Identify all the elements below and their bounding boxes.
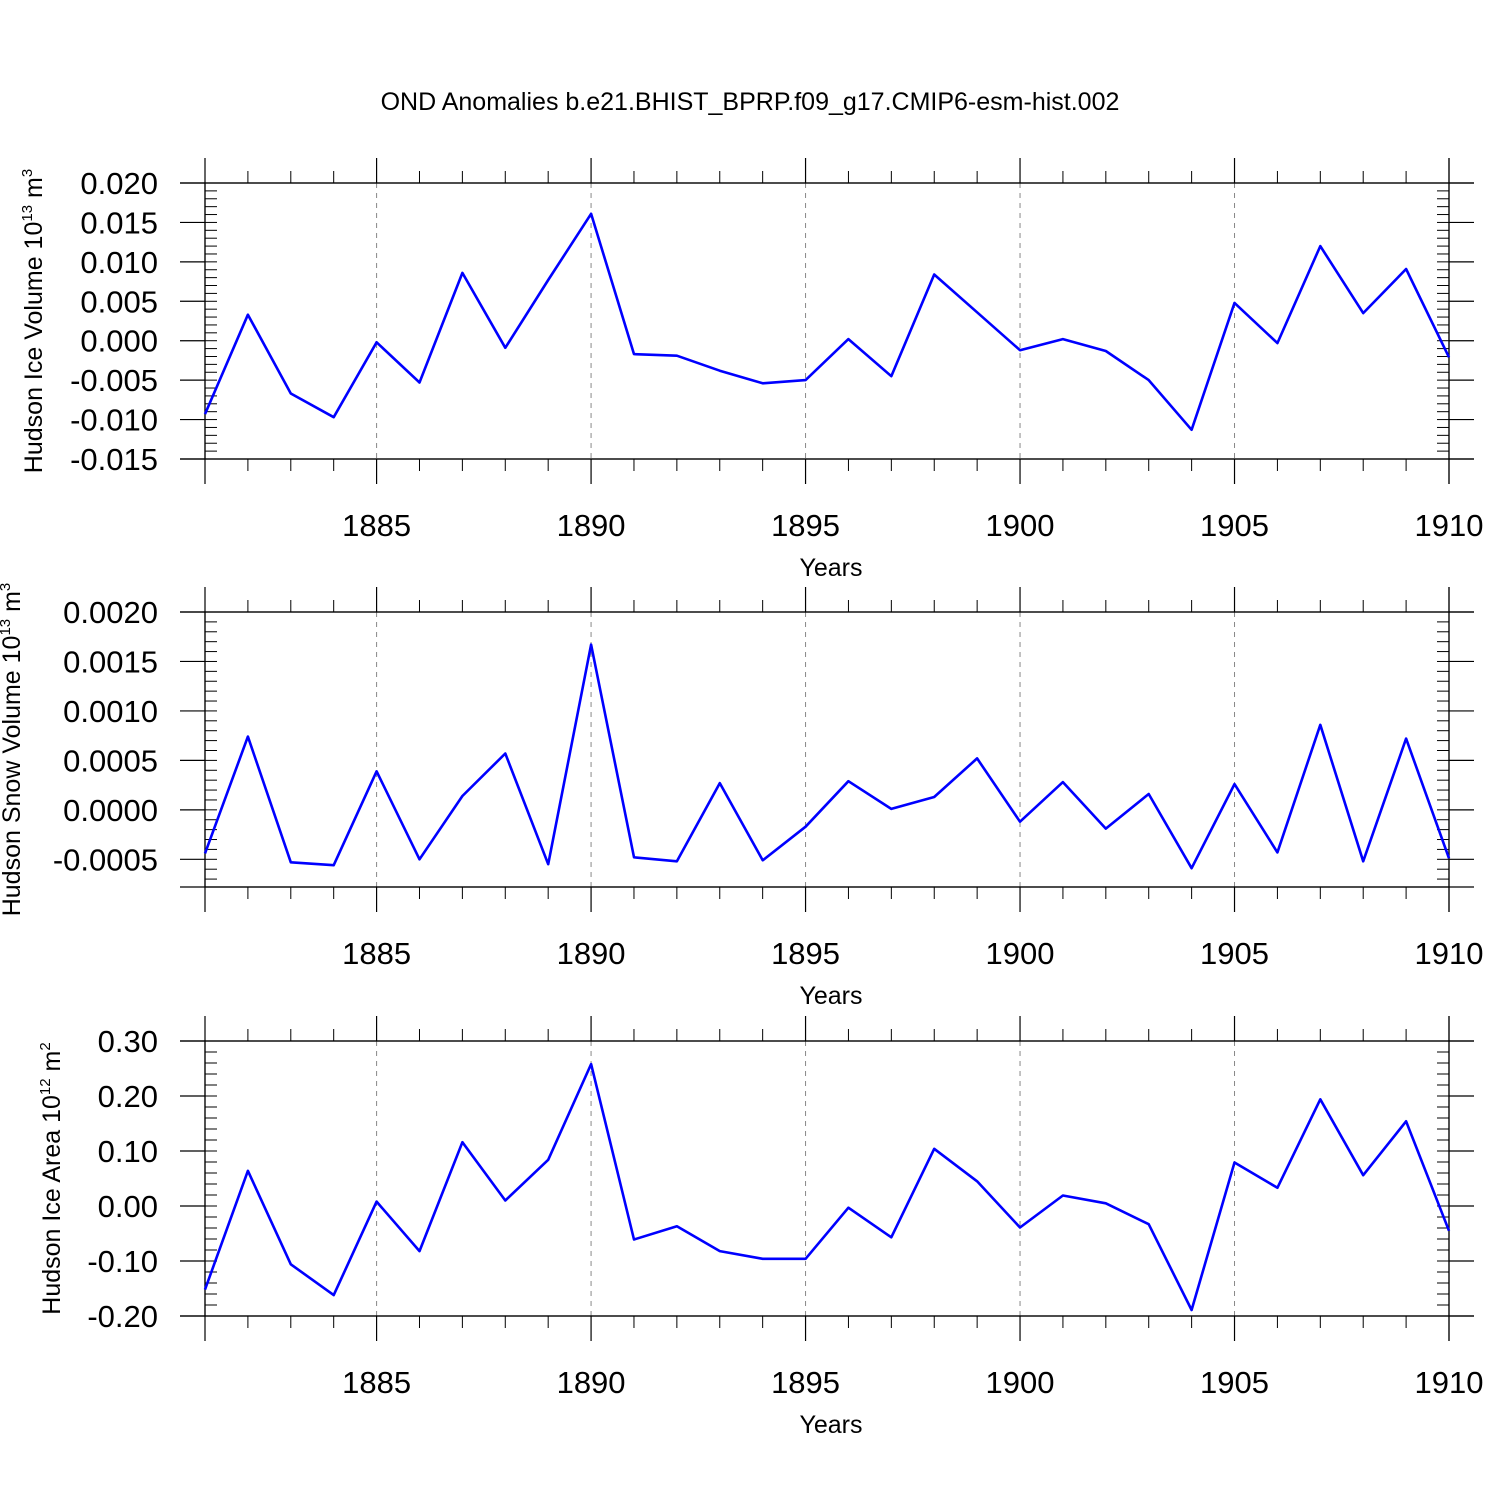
y-tick-label: 0.0020 (63, 595, 158, 630)
series-line-hudson-snow-volume (203, 643, 1451, 870)
y-tick-label: 0.015 (80, 205, 158, 240)
y-axis-label-text: Hudson Ice Volume 10 (20, 222, 48, 474)
y-tick-label: -0.015 (70, 442, 158, 477)
y-tick-label: 0.20 (98, 1079, 158, 1114)
x-tick-label: 1910 (1415, 936, 1484, 971)
y-tick-label: 0.0015 (63, 644, 158, 679)
y-axis-label-unit: m (38, 1051, 66, 1079)
x-tick-label: 1895 (771, 508, 840, 543)
y-tick-label: -0.005 (70, 363, 158, 398)
x-tick-label: 1900 (986, 508, 1055, 543)
series-line-hudson-ice-area (203, 1062, 1451, 1312)
y-axis-label-unit-exponent: 3 (19, 169, 36, 177)
y-tick-label: -0.010 (70, 403, 158, 438)
x-tick-label: 1900 (986, 936, 1055, 971)
y-tick-label: 0.30 (98, 1024, 158, 1059)
y-axis-label-unit-exponent: 2 (37, 1042, 54, 1050)
x-tick-label: 1885 (342, 936, 411, 971)
y-axis-label-unit: m (0, 591, 26, 619)
y-tick-label: 0.0005 (63, 743, 158, 778)
y-axis-label: Hudson Snow Volume 1013 m3 (0, 583, 26, 917)
series-line-hudson-ice-volume (203, 212, 1451, 432)
y-tick-label: -0.0005 (53, 842, 158, 877)
plot-frame (204, 611, 1450, 888)
x-axis-label: Years (799, 1411, 862, 1439)
y-axis-label: Hudson Ice Volume 1013 m3 (19, 169, 48, 473)
x-tick-label: 1910 (1415, 508, 1484, 543)
panel-1: -0.015 -0.010 -0.005 0.000 0.005 0.010 0.015 0.… (19, 158, 1483, 582)
y-tick-label: 0.0000 (63, 793, 158, 828)
y-axis-label-exponent: 13 (19, 205, 36, 222)
x-tick-label: 1900 (986, 1365, 1055, 1400)
y-tick-label: -0.10 (87, 1244, 158, 1279)
x-tick-label: 1890 (557, 508, 626, 543)
y-axis-label-exponent: 13 (0, 619, 14, 636)
y-axis-label-text: Hudson Ice Area 10 (38, 1095, 66, 1315)
panels: -0.015 -0.010 -0.005 0.000 0.005 0.010 0.015 0.… (0, 158, 1483, 1439)
x-tick-label: 1890 (557, 1365, 626, 1400)
chart-title: OND Anomalies b.e21.BHIST_BPRP.f09_g17.C… (381, 88, 1120, 116)
y-axis-label-unit: m (20, 177, 48, 205)
y-tick-label: 0.010 (80, 245, 158, 280)
y-tick-label: 0.020 (80, 166, 158, 201)
y-tick-label: -0.20 (87, 1299, 158, 1334)
y-axis-label-exponent: 12 (37, 1078, 54, 1095)
panel-2: -0.0005 0.0000 0.0005 0.0010 0.0015 0.0020 188… (0, 583, 1483, 1010)
x-axis-label: Years (799, 982, 862, 1010)
y-tick-label: 0.000 (80, 324, 158, 359)
panel-3: -0.20 -0.10 0.00 0.10 0.20 0.30 1885 1890 1895 19… (37, 1016, 1483, 1439)
x-tick-label: 1905 (1200, 1365, 1269, 1400)
y-axis-label-text: Hudson Snow Volume 10 (0, 636, 26, 917)
x-tick-label: 1890 (557, 936, 626, 971)
y-tick-label: 0.00 (98, 1189, 158, 1224)
y-axis-label-unit-exponent: 3 (0, 583, 14, 591)
y-axis-label: Hudson Ice Area 1012 m2 (37, 1042, 66, 1314)
y-tick-label: 0.10 (98, 1134, 158, 1169)
y-tick-label: 0.005 (80, 284, 158, 319)
x-tick-label: 1885 (342, 508, 411, 543)
x-tick-label: 1905 (1200, 936, 1269, 971)
y-tick-label: 0.0010 (63, 694, 158, 729)
plot-frame (204, 182, 1450, 460)
x-tick-label: 1885 (342, 1365, 411, 1400)
x-tick-label: 1905 (1200, 508, 1269, 543)
x-tick-label: 1910 (1415, 1365, 1484, 1400)
x-tick-label: 1895 (771, 1365, 840, 1400)
x-tick-label: 1895 (771, 936, 840, 971)
x-axis-label: Years (799, 554, 862, 582)
